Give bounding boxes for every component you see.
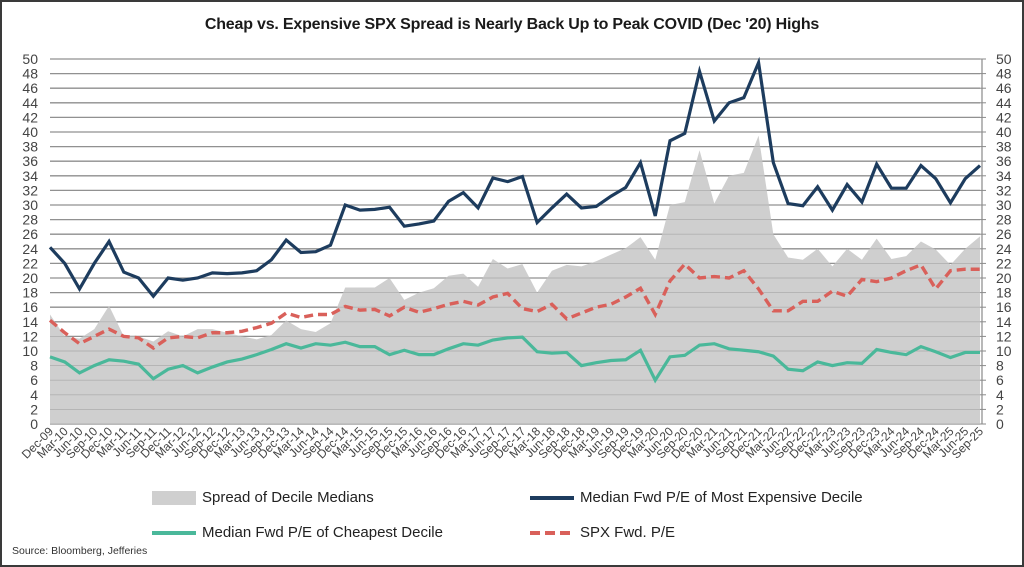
y-tick-label-right: 12 xyxy=(996,328,1012,344)
legend-label-expensive: Median Fwd P/E of Most Expensive Decile xyxy=(580,489,863,506)
y-tick-label-right: 18 xyxy=(996,285,1012,301)
legend-swatch-cheapest xyxy=(152,530,196,535)
y-tick-label-right: 0 xyxy=(996,416,1004,432)
y-tick-label-right: 8 xyxy=(996,358,1004,374)
legend-swatch-spread xyxy=(152,490,196,505)
y-tick-label-left: 42 xyxy=(22,109,38,125)
chart-title: Cheap vs. Expensive SPX Spread is Nearly… xyxy=(204,16,820,33)
y-tick-label-right: 42 xyxy=(996,109,1012,125)
y-tick-label-right: 36 xyxy=(996,153,1012,169)
y-tick-label-left: 4 xyxy=(30,387,38,403)
legend-swatch-expensive xyxy=(530,495,574,500)
y-tick-label-right: 28 xyxy=(996,212,1012,228)
y-tick-label-right: 2 xyxy=(996,401,1004,417)
y-tick-label-left: 48 xyxy=(22,66,38,82)
y-tick-label-right: 20 xyxy=(996,270,1012,286)
y-tick-label-left: 50 xyxy=(22,51,38,67)
y-tick-label-left: 10 xyxy=(22,343,38,359)
y-tick-label-right: 24 xyxy=(996,241,1012,257)
y-tick-label-right: 26 xyxy=(996,226,1012,242)
y-tick-label-right: 4 xyxy=(996,387,1004,403)
y-tick-label-right: 40 xyxy=(996,124,1012,140)
y-tick-label-left: 22 xyxy=(22,255,38,271)
y-tick-label-left: 12 xyxy=(22,328,38,344)
legend-swatch-spx xyxy=(530,530,574,535)
y-tick-label-left: 6 xyxy=(30,372,38,388)
y-tick-label-left: 34 xyxy=(22,168,38,184)
y-tick-label-right: 14 xyxy=(996,314,1012,330)
legend-label-spread: Spread of Decile Medians xyxy=(202,489,374,506)
y-tick-label-left: 18 xyxy=(22,285,38,301)
legend-label-cheapest: Median Fwd P/E of Cheapest Decile xyxy=(202,524,443,541)
x-axis: Dec-09Mar-10Jun-10Sep-10Dec-10Mar-11Jun-… xyxy=(19,424,986,461)
y-tick-label-left: 32 xyxy=(22,182,38,198)
y-tick-label-right: 50 xyxy=(996,51,1012,67)
y-axis-left: 0246810121416182022242628303234363840424… xyxy=(22,51,38,432)
y-tick-label-right: 44 xyxy=(996,95,1012,111)
y-tick-label-right: 48 xyxy=(996,66,1012,82)
y-tick-label-left: 46 xyxy=(22,80,38,96)
y-tick-label-right: 16 xyxy=(996,299,1012,315)
y-tick-label-left: 40 xyxy=(22,124,38,140)
y-tick-label-left: 14 xyxy=(22,314,38,330)
y-tick-label-right: 10 xyxy=(996,343,1012,359)
y-tick-label-left: 20 xyxy=(22,270,38,286)
y-tick-label-left: 30 xyxy=(22,197,38,213)
y-axis-right: 0246810121416182022242628303234363840424… xyxy=(996,51,1012,432)
y-tick-label-left: 8 xyxy=(30,358,38,374)
y-tick-label-right: 46 xyxy=(996,80,1012,96)
y-tick-label-left: 38 xyxy=(22,139,38,155)
y-tick-label-right: 32 xyxy=(996,182,1012,198)
y-tick-label-right: 38 xyxy=(996,139,1012,155)
y-tick-label-left: 26 xyxy=(22,226,38,242)
y-tick-label-left: 2 xyxy=(30,401,38,417)
y-tick-label-right: 6 xyxy=(996,372,1004,388)
series-lines-layer xyxy=(48,56,982,384)
legend-item-spx: SPX Fwd. P/E xyxy=(530,524,675,541)
axes xyxy=(980,58,986,425)
y-tick-label-left: 44 xyxy=(22,95,38,111)
y-tick-label-right: 34 xyxy=(996,168,1012,184)
legend-item-expensive: Median Fwd P/E of Most Expensive Decile xyxy=(530,489,863,506)
series-line-spx xyxy=(48,261,980,351)
series-line-cheapest xyxy=(49,335,980,384)
legend-item-cheapest: Median Fwd P/E of Cheapest Decile xyxy=(152,524,443,541)
legend-item-spread: Spread of Decile Medians xyxy=(152,489,374,506)
legend-label-spx: SPX Fwd. P/E xyxy=(580,524,676,541)
source-note: Source: Bloomberg, Jefferies xyxy=(12,545,148,557)
y-tick-label-left: 16 xyxy=(22,299,38,315)
y-tick-label-left: 24 xyxy=(22,241,38,257)
series-line-expensive xyxy=(48,56,982,299)
y-tick-label-left: 28 xyxy=(22,212,38,228)
y-tick-label-right: 30 xyxy=(996,197,1012,213)
y-tick-label-left: 0 xyxy=(30,416,38,432)
y-tick-label-right: 22 xyxy=(996,255,1012,271)
y-tick-label-left: 36 xyxy=(22,153,38,169)
